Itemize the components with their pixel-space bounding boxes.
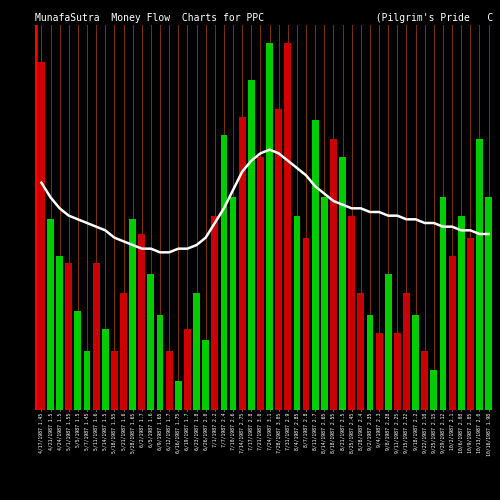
Bar (138, 234, 145, 410)
Bar (120, 292, 127, 410)
Bar (202, 340, 209, 410)
Bar (212, 216, 218, 410)
Bar (376, 333, 382, 410)
Bar (47, 220, 54, 410)
Bar (467, 238, 474, 410)
Bar (330, 138, 337, 410)
Bar (284, 44, 291, 410)
Bar (448, 256, 456, 410)
Bar (239, 116, 246, 410)
Bar (403, 292, 410, 410)
Bar (184, 330, 191, 410)
Bar (220, 135, 228, 410)
Bar (422, 352, 428, 410)
Bar (476, 138, 483, 410)
Bar (230, 198, 236, 410)
Bar (193, 292, 200, 410)
Bar (348, 216, 355, 410)
Bar (485, 198, 492, 410)
Bar (302, 238, 310, 410)
Bar (248, 80, 254, 410)
Bar (358, 292, 364, 410)
Bar (38, 62, 45, 410)
Bar (257, 157, 264, 410)
Bar (440, 198, 446, 410)
Text: MunafaSutra  Money Flow  Charts for PPC                   (Pilgrim's Pride   C: MunafaSutra Money Flow Charts for PPC (P… (35, 13, 493, 23)
Bar (312, 120, 318, 410)
Bar (412, 314, 419, 410)
Bar (366, 314, 374, 410)
Bar (156, 314, 164, 410)
Bar (84, 352, 90, 410)
Bar (129, 220, 136, 410)
Bar (458, 216, 464, 410)
Bar (102, 330, 108, 410)
Bar (74, 311, 82, 410)
Bar (430, 370, 438, 410)
Bar (339, 157, 346, 410)
Bar (294, 216, 300, 410)
Bar (385, 274, 392, 410)
Bar (266, 44, 273, 410)
Bar (92, 264, 100, 410)
Bar (394, 333, 401, 410)
Bar (56, 256, 63, 410)
Bar (166, 352, 172, 410)
Bar (175, 380, 182, 410)
Bar (148, 274, 154, 410)
Bar (111, 352, 118, 410)
Bar (321, 198, 328, 410)
Bar (66, 264, 72, 410)
Bar (276, 110, 282, 410)
